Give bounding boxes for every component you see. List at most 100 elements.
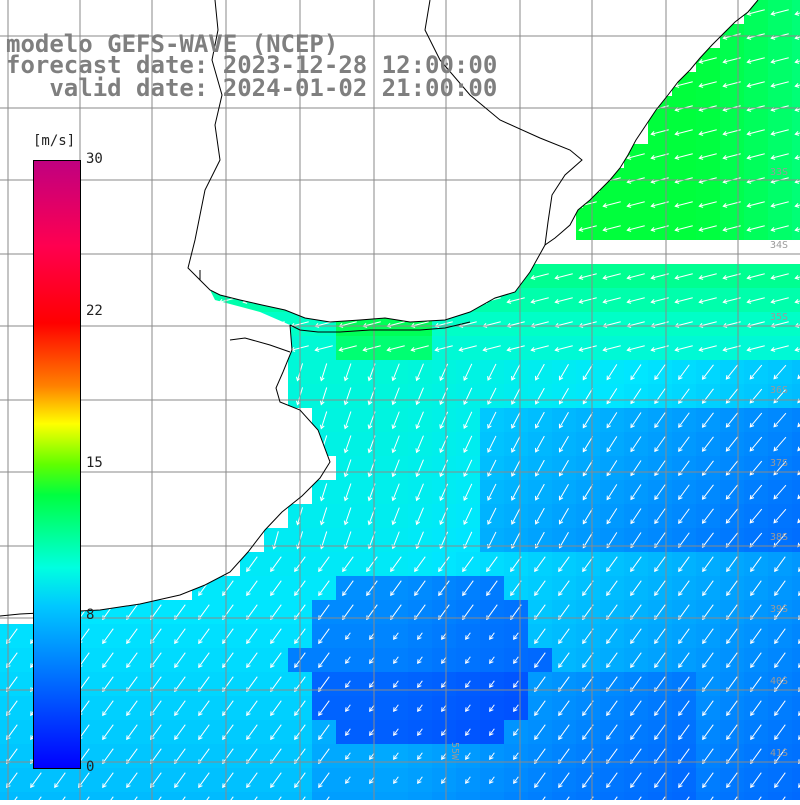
wind-arrow — [222, 652, 234, 669]
wind-arrow — [391, 507, 400, 526]
wind-arrow — [606, 436, 618, 453]
wind-arrow — [626, 153, 645, 160]
wind-arrow — [463, 363, 473, 382]
border-line — [229, 337, 291, 353]
wind-arrow — [126, 700, 138, 717]
wind-arrow — [534, 652, 546, 669]
wind-arrow — [463, 435, 473, 454]
wind-arrow — [726, 772, 738, 789]
wind-arrow — [773, 508, 787, 524]
wind-arrow — [246, 700, 258, 717]
wind-arrow — [750, 652, 762, 669]
wind-arrow — [606, 412, 618, 429]
field-cell — [792, 744, 800, 768]
wind-arrow — [750, 580, 762, 597]
wind-arrow — [701, 508, 714, 524]
wind-arrow — [558, 411, 569, 429]
wind-arrow — [530, 273, 549, 280]
lat-label: 40S — [770, 676, 788, 687]
wind-arrow — [489, 752, 495, 761]
wind-arrow — [487, 531, 497, 549]
wind-arrow — [606, 556, 618, 573]
wind-arrow — [345, 704, 351, 713]
wind-arrow — [391, 411, 400, 430]
field-cell — [576, 792, 600, 805]
wind-arrow — [391, 387, 400, 406]
wind-arrow — [746, 273, 765, 280]
wind-arrow — [770, 9, 789, 16]
wind-arrow — [343, 459, 352, 478]
field-cell — [792, 432, 800, 456]
wind-arrow — [417, 752, 423, 761]
wind-arrow — [410, 273, 429, 280]
wind-arrow — [750, 772, 762, 789]
field-cell — [792, 144, 800, 168]
wind-arrow — [674, 273, 693, 280]
wind-arrow — [774, 628, 786, 645]
field-cell — [240, 792, 264, 805]
wind-arrow — [434, 297, 453, 304]
wind-arrow — [458, 345, 477, 352]
wind-arrow — [30, 772, 42, 789]
field-cell — [744, 792, 768, 805]
wind-arrow — [270, 652, 282, 669]
wind-arrow — [794, 131, 800, 136]
wind-arrow — [246, 724, 258, 741]
wind-arrow — [678, 364, 690, 381]
wind-arrow — [489, 776, 495, 785]
wind-arrow — [630, 772, 642, 789]
wind-arrow — [218, 273, 237, 280]
field-cell — [792, 792, 800, 805]
wind-arrow — [314, 345, 333, 352]
wind-arrow — [343, 507, 352, 526]
wind-arrow — [749, 364, 763, 380]
wind-arrow — [678, 508, 690, 525]
wind-arrow — [630, 652, 642, 669]
wind-arrow — [102, 724, 114, 741]
wind-arrow — [489, 704, 495, 713]
wind-arrow — [770, 153, 789, 160]
wind-arrow — [654, 364, 666, 381]
wind-arrow — [342, 580, 354, 597]
wind-arrow — [266, 297, 285, 304]
wind-arrow — [654, 700, 666, 717]
wind-arrow — [126, 652, 138, 669]
field-cell — [0, 792, 24, 805]
wind-arrow — [698, 153, 717, 160]
wind-arrow — [749, 484, 763, 500]
wind-arrow — [630, 724, 642, 741]
wind-arrow — [343, 387, 352, 406]
wind-arrow — [746, 81, 765, 88]
colorbar — [33, 160, 81, 769]
field-cell — [792, 336, 800, 360]
wind-arrow — [746, 153, 765, 160]
wind-arrow — [773, 484, 787, 500]
field-cell — [360, 792, 384, 805]
wind-arrow — [746, 57, 765, 64]
wind-arrow — [198, 724, 210, 741]
wind-arrow — [319, 483, 328, 502]
wind-arrow — [246, 628, 258, 645]
wind-arrow — [654, 436, 666, 453]
wind-arrow — [630, 436, 642, 453]
wind-arrow — [674, 345, 693, 352]
field-cell — [792, 528, 800, 552]
wind-arrow — [458, 297, 477, 304]
wind-arrow — [798, 591, 800, 597]
wind-arrow — [465, 752, 471, 761]
field-cell — [792, 216, 800, 240]
wind-arrow — [558, 556, 570, 573]
wind-arrow — [535, 507, 545, 525]
wind-arrow — [630, 628, 642, 645]
field-cell — [504, 792, 528, 805]
wind-arrow — [702, 772, 714, 789]
wind-arrow — [773, 436, 787, 452]
wind-arrow — [489, 680, 495, 689]
field-cell — [792, 552, 800, 576]
wind-arrow — [630, 556, 642, 573]
colorbar-tick-22: 22 — [86, 303, 103, 319]
field-cell — [528, 792, 552, 805]
colorbar-unit: [m/s] — [33, 133, 76, 149]
wind-arrow — [417, 776, 423, 785]
